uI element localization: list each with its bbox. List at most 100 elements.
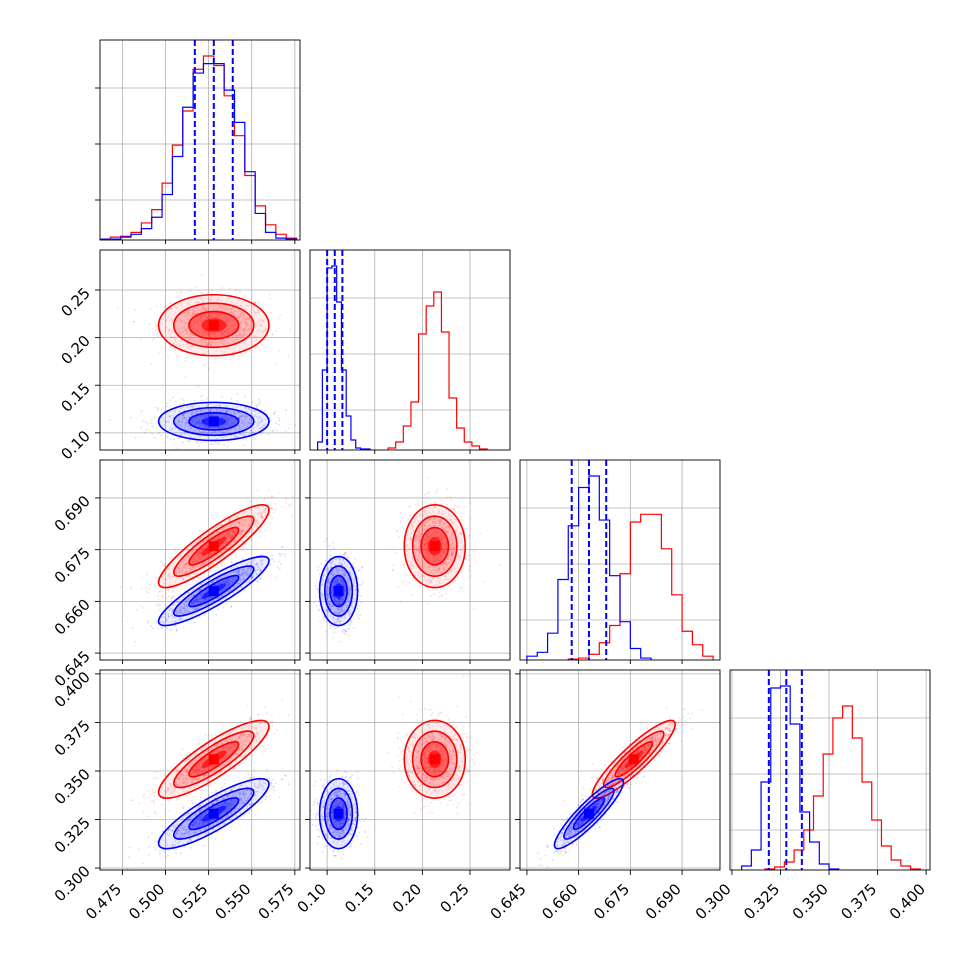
panel-2-0-sample-0-472: [198, 530, 201, 532]
panel-1-0-sample-0-526: [233, 324, 236, 326]
panel-1-0-sample-1-170: [244, 415, 246, 418]
panel-2-1-sample-0-84: [427, 491, 430, 494]
panel-1-0-sample-1-201: [215, 410, 218, 413]
panel-2-0-sample-0-55: [190, 568, 193, 571]
panel-2-0-sample-0-679: [205, 561, 208, 563]
panel-1-0-sample-0-41: [207, 332, 210, 334]
panel-2-1-sample-0-225: [424, 578, 427, 581]
panel-2-0-sample-0-43: [241, 530, 243, 533]
panel-1-0-sample-1-271: [193, 399, 196, 402]
panel-1-0-sample-0-211: [242, 313, 245, 316]
panel-2-0-sample-0-268: [240, 532, 243, 535]
panel-2-0-sample-1-285: [203, 598, 206, 600]
panel-2-0-sample-0-89: [239, 522, 242, 525]
panel-2-0-sample-0-323: [197, 554, 200, 556]
panel-2-0-sample-0-154: [194, 568, 197, 571]
panel-1-0-sample-1-559: [201, 394, 204, 397]
panel-2-0-sample-1-223: [278, 560, 281, 563]
panel-2-0-sample-0-145: [159, 590, 162, 593]
panel-1-0-sample-0-667: [181, 321, 184, 324]
panel-1-0-sample-0-484: [249, 304, 252, 306]
panel-1-0-sample-0-668: [184, 329, 187, 332]
panel-1-0-sample-0-498: [196, 330, 198, 332]
panel-1-0-sample-1-334: [245, 407, 247, 409]
panel-1-0-sample-0-630: [206, 309, 208, 312]
panel-1-0-sample-0-367: [200, 274, 203, 277]
panel-1-0-sample-0-262: [184, 376, 187, 378]
panel-1-0-sample-0-536: [189, 290, 191, 292]
panel-1-0-sample-1-34: [240, 412, 242, 415]
panel-2-0-sample-1-515: [242, 579, 245, 581]
panel-2-0-sample-1-58: [220, 581, 223, 583]
panel-1-0-sample-0-437: [234, 303, 237, 306]
panel-1-0-sample-1-251: [170, 438, 173, 441]
panel-2-0-sample-1-348: [178, 611, 181, 614]
panel-2-0-sample-1-317: [237, 573, 240, 576]
panel-1-0-sample-0-569: [220, 333, 223, 335]
panel-3-0-sample-0-208: [262, 745, 265, 748]
panel-2-1-sample-1-79: [317, 566, 320, 568]
panel-1-0-sample-1-590: [182, 414, 185, 416]
panel-1-0-sample-0-167: [253, 301, 255, 304]
panel-2-1-sample-0-122: [468, 537, 471, 539]
panel-1-0-sample-1-103: [198, 420, 201, 423]
panel-1-0-sample-1-448: [146, 422, 149, 425]
panel-2-0-sample-1-143: [171, 608, 174, 611]
panel-1-0-sample-1-683: [241, 414, 243, 417]
panel-1-0-sample-0-324: [197, 308, 200, 311]
panel-1-0-sample-1-676: [236, 425, 239, 428]
panel-1-0-sample-1-462: [206, 426, 209, 428]
panel-3-0-sample-0-598: [214, 734, 217, 736]
panel-2-0-sample-1-555: [187, 598, 190, 600]
panel-1-0-sample-1-397: [178, 437, 181, 440]
panel-2-1-sample-0-382: [449, 569, 452, 572]
panel-1-0-sample-1-98: [233, 434, 235, 437]
panel-2-0-sample-1-557: [192, 588, 195, 591]
panel-2-0-sample-1-107: [250, 576, 253, 579]
panel-1-0-sample-1-549: [223, 444, 226, 446]
panel-2-1-sample-0-446: [409, 538, 412, 540]
panel-2-0-sample-0-138: [204, 545, 207, 548]
panel-1-0-sample-1-424: [237, 436, 240, 439]
panel-2-0-sample-0-678: [195, 541, 198, 544]
panel-1-0-sample-1-409: [224, 435, 227, 437]
panel-2-0-sample-0-445: [185, 584, 187, 587]
panel-2-0-sample-1-195: [238, 574, 241, 577]
panel-2-1-sample-0-195: [428, 536, 431, 539]
panel-2-0-sample-1-290: [252, 574, 255, 577]
panel-2-0-sample-1-650: [230, 567, 233, 569]
panel-2-1-sample-0-247: [411, 594, 414, 596]
panel-2-0-sample-0-545: [171, 596, 174, 599]
panel-2-0-sample-0-13: [182, 572, 184, 575]
panel-1-0-sample-1-151: [226, 410, 229, 413]
panel-1-0-sample-0-76: [181, 326, 184, 329]
panel-2-1-sample-0-155: [420, 574, 423, 577]
panel-2-1-sample-1-690: [347, 634, 350, 637]
panel-2-1-sample-0-356: [426, 557, 429, 560]
panel-2-0-sample-0-194: [234, 517, 237, 520]
panel-1-0-sample-0-466: [224, 346, 227, 349]
panel-2-1-sample-0-201: [440, 572, 443, 575]
panel-2-0-sample-0-615: [210, 557, 213, 560]
panel-1-0-sample-0-397: [216, 312, 218, 315]
panel-1-0-sample-1-219: [151, 432, 153, 435]
panel-1-0-sample-0-317: [180, 304, 183, 307]
panel-2-0-sample-1-589: [226, 584, 229, 587]
panel-2-0-sample-1-247: [198, 616, 201, 619]
panel-2-0-sample-1-84: [248, 567, 251, 570]
panel-2-0-sample-0-683: [192, 565, 195, 568]
panel-2-0-sample-0-189: [233, 531, 236, 534]
panel-2-1-sample-0-87: [448, 585, 450, 588]
panel-1-0-sample-1-14: [160, 434, 163, 437]
panel-1-0-sample-0-481: [204, 309, 207, 311]
panel-2-0-sample-0-165: [162, 573, 165, 576]
panel-2-0-sample-0-287: [140, 587, 143, 590]
panel-2-0-sample-0-37: [264, 529, 267, 531]
panel-1-0-sample-0-697: [239, 310, 242, 313]
panel-1-0-sample-0-83: [200, 343, 203, 346]
panel-2-0-sample-0-671: [236, 516, 239, 519]
panel-2-1-sample-0-494: [408, 547, 411, 550]
panel-1-0-sample-1-438: [183, 417, 186, 420]
panel-2-0-sample-1-675: [196, 601, 199, 604]
panel-1-0-sample-1-8: [144, 431, 147, 434]
